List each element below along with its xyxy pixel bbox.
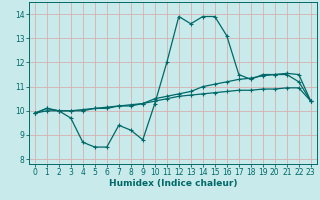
X-axis label: Humidex (Indice chaleur): Humidex (Indice chaleur) — [108, 179, 237, 188]
